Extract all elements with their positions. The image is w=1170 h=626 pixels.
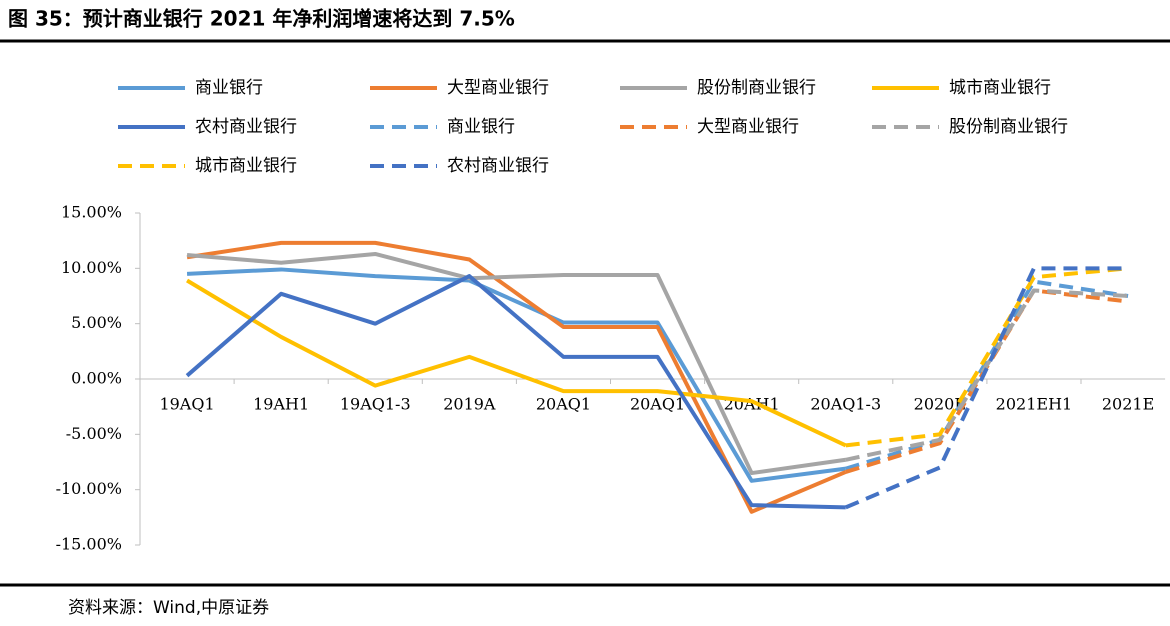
x-tick-label: 20AQ1 [536,395,591,414]
x-tick-label: 2021E [1102,395,1154,414]
legend-label: 城市商业银行 [195,156,297,176]
legend-label: 农村商业银行 [195,117,297,137]
y-tick-label: -5.00% [66,424,122,443]
x-tick-label: 19AH1 [253,395,309,414]
legend-label: 商业银行 [447,117,515,137]
y-tick-label: 10.00% [61,258,122,277]
x-tick-label: 20AQ1 [630,395,685,414]
legend-label: 股份制商业银行 [949,117,1068,137]
series-line [186,278,847,448]
x-tick-label: 20AQ1-3 [810,395,881,414]
y-tick-label: -15.00% [56,535,122,554]
series-line [186,267,847,483]
y-tick-label: 15.00% [61,203,122,222]
legend-label: 城市商业银行 [949,78,1051,98]
series-line [845,266,1129,448]
series-line [185,274,846,510]
legend-label: 股份制商业银行 [697,78,816,98]
series-line [845,288,1129,462]
series-line [844,266,1129,510]
y-tick-label: 5.00% [71,313,122,332]
legend-label: 大型商业银行 [697,117,799,137]
legend-label: 商业银行 [195,78,263,98]
y-tick-label: -10.00% [56,479,122,498]
y-tick-label: 0.00% [71,369,122,388]
source: 资料来源：Wind,中原证券 [68,598,269,618]
legend-label: 农村商业银行 [447,156,549,176]
legend-label: 大型商业银行 [447,78,549,98]
chart-title: 图 35：预计商业银行 2021 年净利润增速将达到 7.5% [8,7,515,31]
x-tick-label: 19AQ1 [159,395,214,414]
series-line [845,279,1129,471]
x-tick-label: 2021EH1 [996,395,1073,414]
series-line [186,251,847,476]
x-tick-label: 2019A [443,395,496,414]
x-tick-label: 19AQ1-3 [340,395,411,414]
